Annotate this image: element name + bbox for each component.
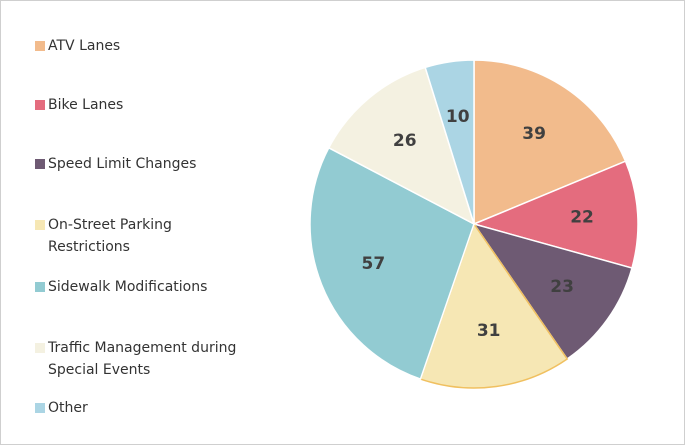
legend-label: Sidewalk Modifications [48,279,208,295]
legend-label: Bike Lanes [48,97,124,113]
legend-label: On-Street Parking Restrictions [48,217,172,255]
legend-item: Traffic Management during Special Events [35,337,265,381]
pie-slice [473,59,627,226]
legend-label: Traffic Management during Special Events [48,340,237,378]
pie-slice [419,222,569,389]
legend-item: On-Street Parking Restrictions [35,214,265,258]
legend-swatch [35,100,45,110]
legend-label: Other [48,400,88,416]
data-label: 26 [393,131,417,151]
legend-label: Speed Limit Changes [48,156,197,172]
legend-item: ATV Lanes [35,35,265,57]
legend-swatch [35,343,45,353]
legend-swatch [35,159,45,169]
data-label: 57 [362,254,386,274]
legend-swatch [35,282,45,292]
legend-label: ATV Lanes [48,38,121,54]
legend-item: Bike Lanes [35,94,265,116]
data-label: 31 [477,321,501,341]
data-label: 39 [522,124,546,144]
pie-slice [472,222,633,361]
legend-swatch [35,41,45,51]
data-label: 23 [550,277,574,297]
data-label: 10 [446,107,470,127]
pie-slice [327,66,476,226]
pie-slice [424,59,475,225]
pie-slice [471,160,639,269]
legend-item: Other [35,397,265,419]
pie-slice [309,146,475,380]
legend-item: Sidewalk Modifications [35,276,265,298]
data-label: 22 [570,207,594,227]
legend-swatch [35,403,45,413]
legend-item: Speed Limit Changes [35,153,265,175]
legend-swatch [35,220,45,230]
